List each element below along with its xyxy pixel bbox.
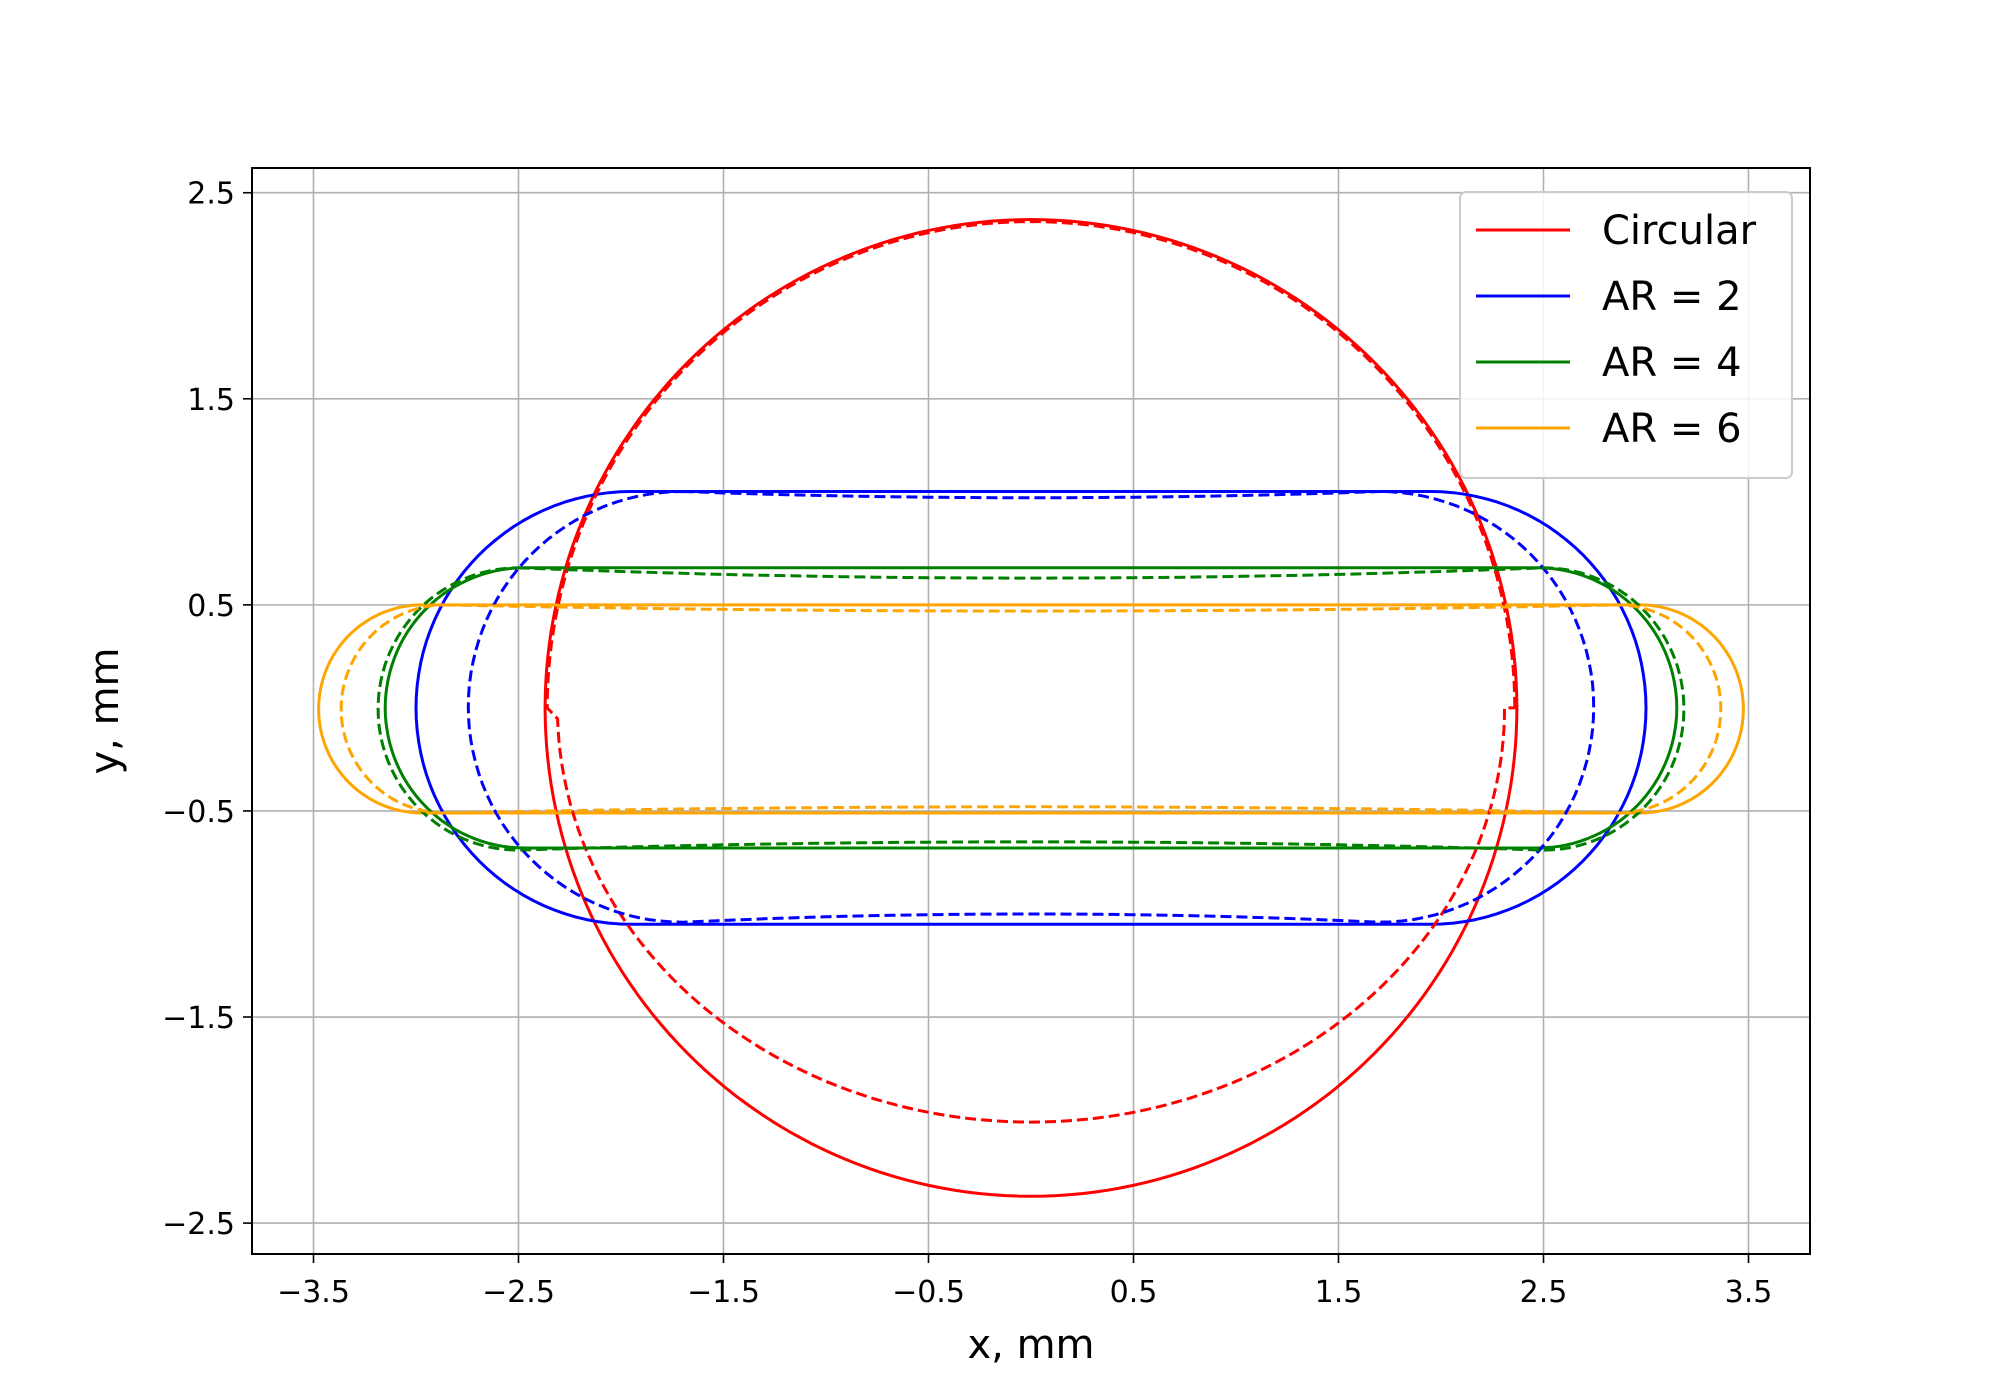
x-tick-label: −1.5 [687,1275,760,1310]
series-solid-0 [543,218,1519,1198]
y-tick-label: 0.5 [187,589,235,624]
y-tick-label: 1.5 [187,383,235,418]
legend: Circular AR = 2 AR = 4 AR = 6 [1459,191,1793,479]
ticks: −3.5 −2.5 −1.5 −0.5 0.5 1.5 2.5 3.5 −2.5 −1.5 −0.5… [162,177,1772,1310]
series-solid-1 [414,490,1648,926]
legend-label: Circular [1602,208,1757,254]
y-tick-label: −1.5 [162,1001,235,1036]
series-dashed-4 [545,220,1517,1124]
legend-label: AR = 2 [1602,274,1742,320]
axes-frame [251,167,1811,1255]
y-axis-label: y, mm [82,647,128,774]
series-dashed-7 [339,603,1723,815]
x-tick-label: 2.5 [1520,1275,1568,1310]
legend-label: AR = 4 [1602,340,1742,386]
x-tick-label: 1.5 [1315,1275,1363,1310]
series-solid-2 [383,566,1679,850]
y-tick-label: −2.5 [162,1207,235,1242]
x-tick-label: −3.5 [277,1275,350,1310]
legend-label: AR = 6 [1602,406,1742,452]
x-tick-label: 3.5 [1725,1275,1773,1310]
x-tick-label: 0.5 [1110,1275,1158,1310]
series-dashed-5 [466,490,1596,924]
y-tick-label: 2.5 [187,177,235,212]
legend-box [1459,191,1793,479]
y-tick-label: −0.5 [162,795,235,830]
plot-series [317,218,1745,1198]
x-tick-label: −2.5 [482,1275,555,1310]
x-axis-label: x, mm [967,1322,1094,1368]
x-tick-label: −0.5 [892,1275,965,1310]
